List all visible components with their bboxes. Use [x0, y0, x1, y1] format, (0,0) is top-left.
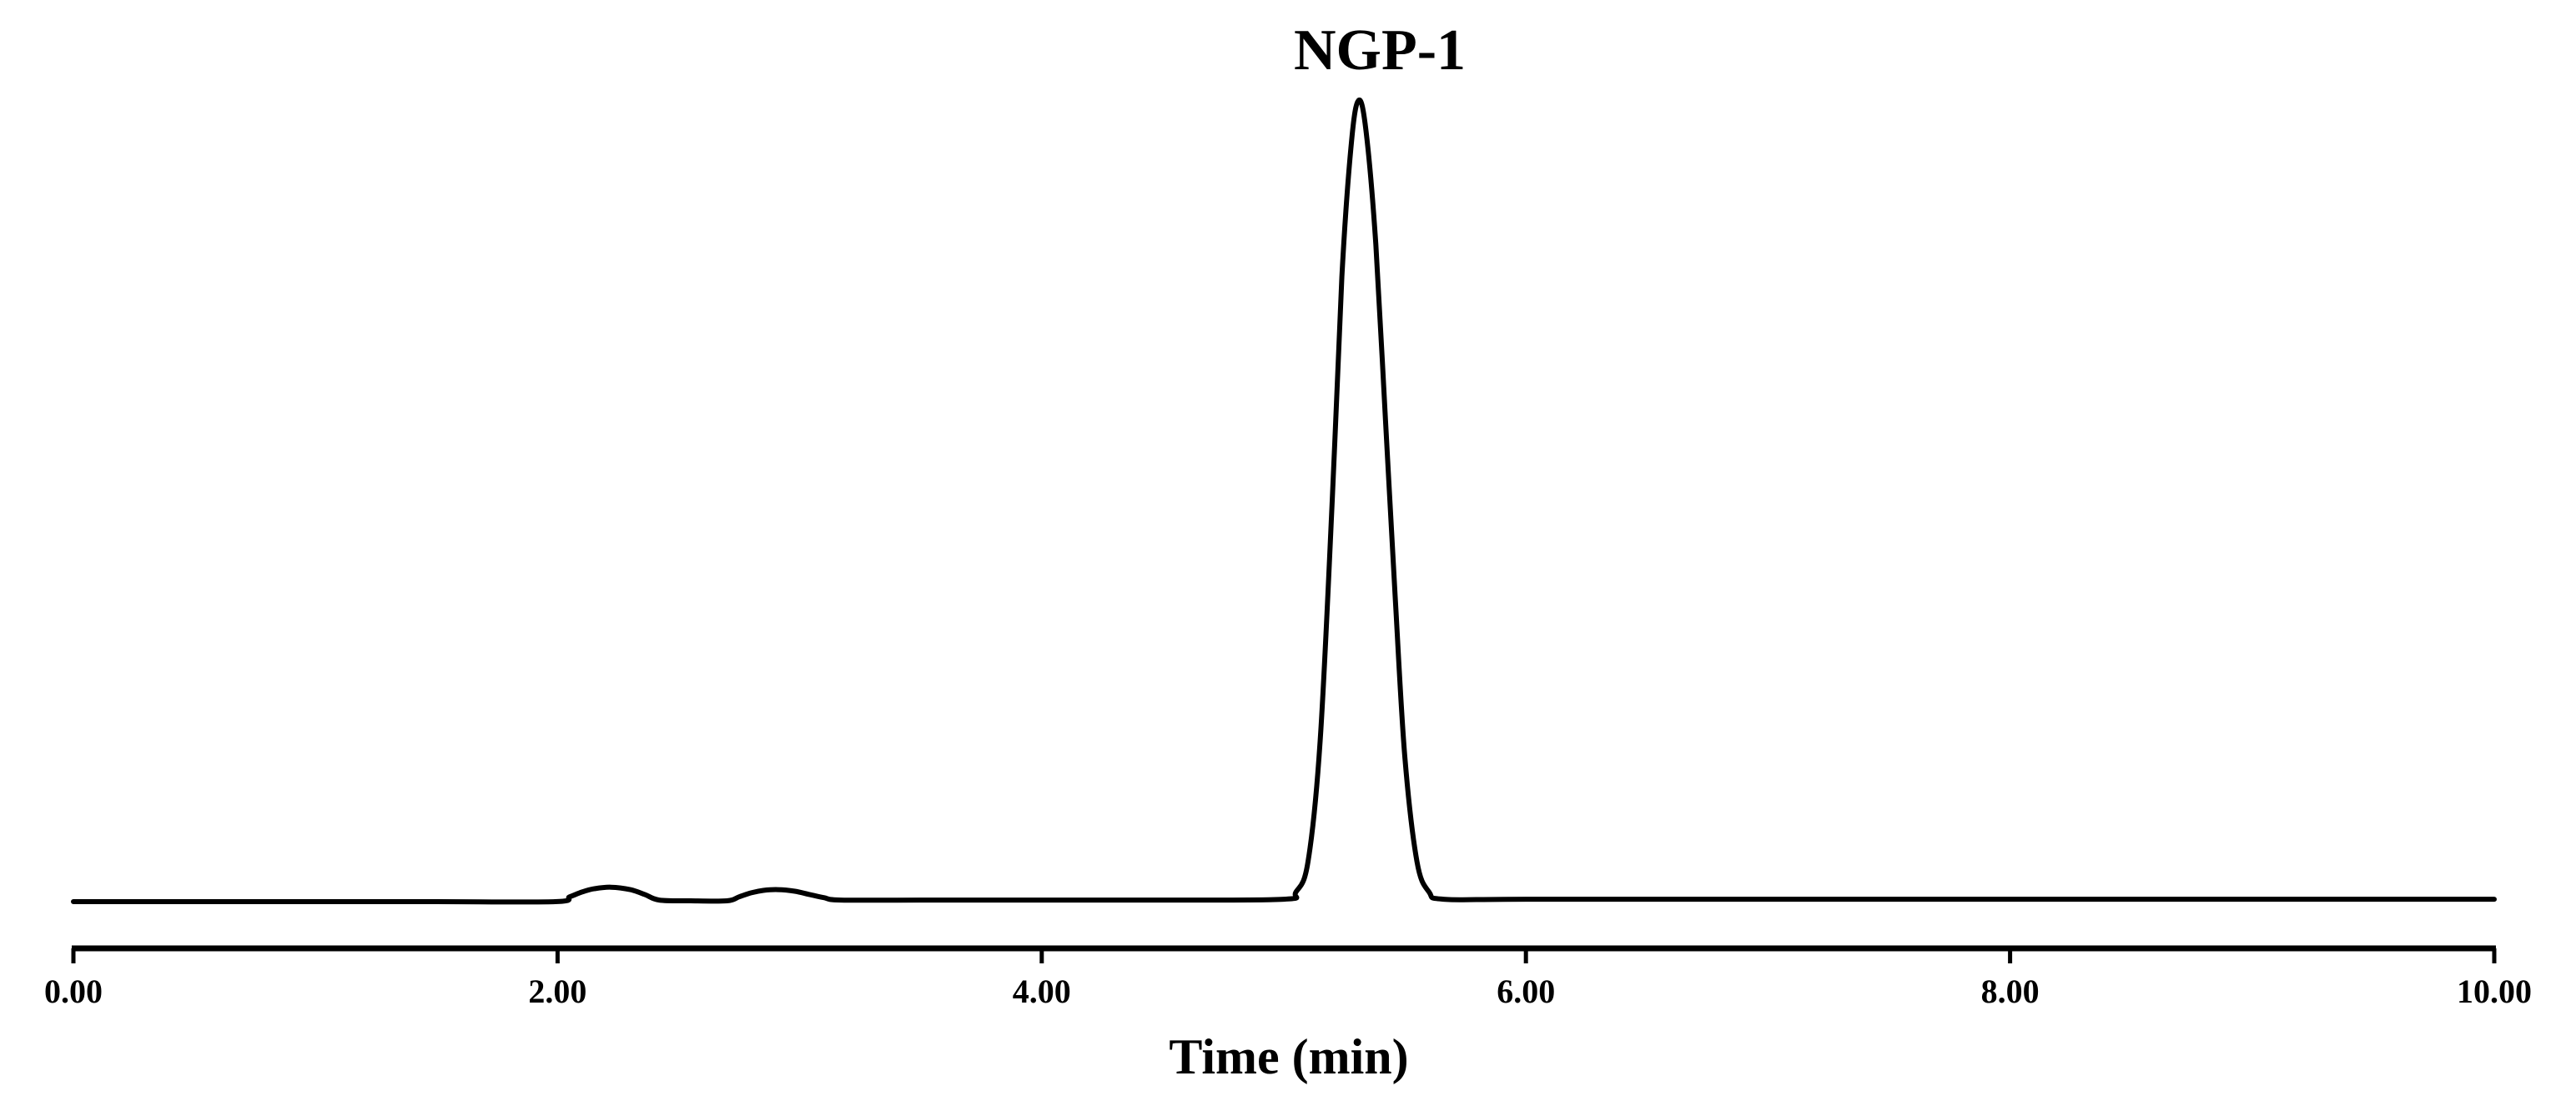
x-tick-label: 10.00: [2457, 973, 2532, 1010]
x-axis-label: Time (min): [1169, 1029, 1408, 1084]
x-axis: 0.00 2.00 4.00 6.00 8.00 10.00: [44, 945, 2532, 1010]
x-tick-label: 4.00: [1013, 973, 1071, 1010]
x-tick-label: 6.00: [1497, 973, 1555, 1010]
x-tick-label: 0.00: [44, 973, 103, 1010]
chromatogram-trace: [71, 97, 2497, 905]
x-tick-label: 2.00: [528, 973, 586, 1010]
x-axis-ticks: [71, 948, 2497, 963]
x-axis-tick-labels: 0.00 2.00 4.00 6.00 8.00 10.00: [44, 973, 2532, 1010]
chart-title: NGP-1: [1294, 18, 1466, 83]
x-tick-label: 8.00: [1981, 973, 2040, 1010]
